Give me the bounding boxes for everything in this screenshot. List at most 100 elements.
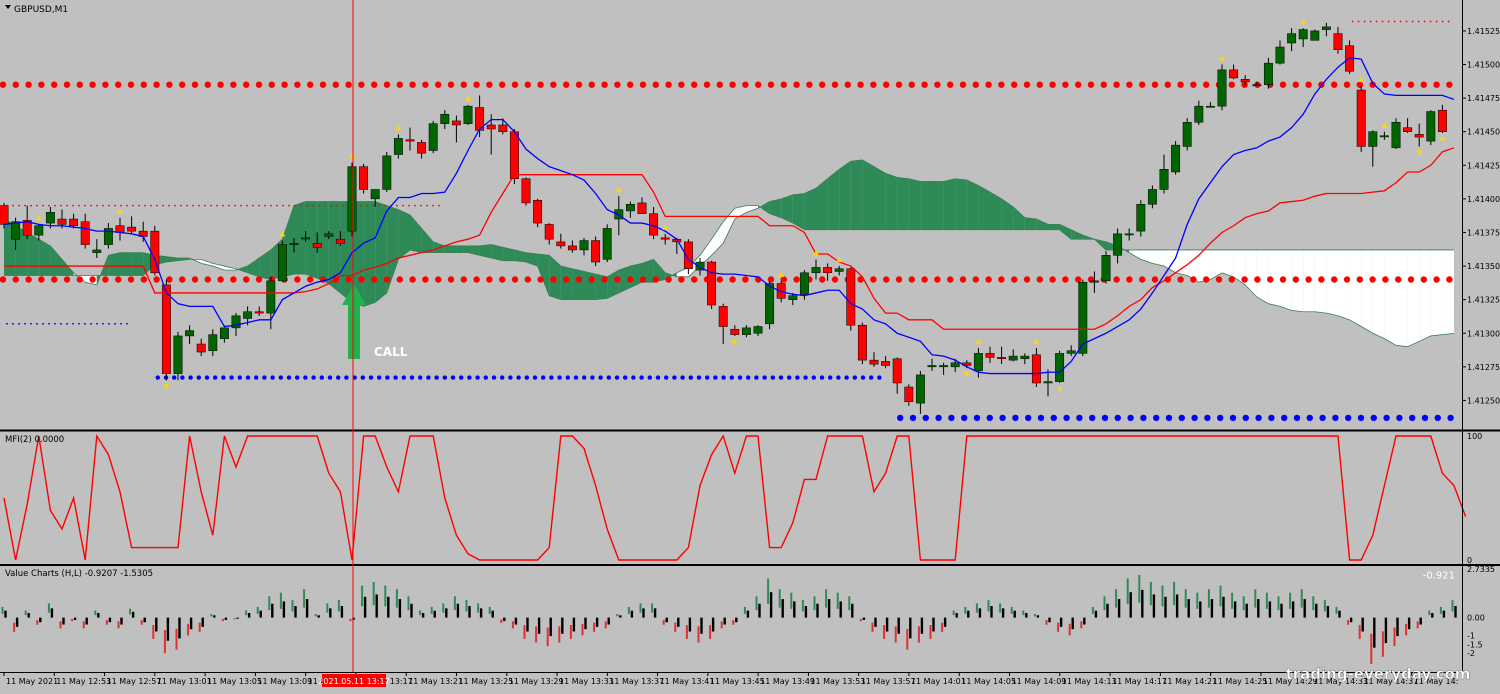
- candle[interactable]: [254, 306, 264, 316]
- candle[interactable]: [811, 259, 821, 280]
- candle[interactable]: [881, 356, 891, 369]
- candle[interactable]: [625, 201, 635, 218]
- candle[interactable]: [1287, 28, 1297, 52]
- candle[interactable]: [34, 224, 44, 241]
- candle[interactable]: [1136, 200, 1146, 237]
- candle[interactable]: [92, 239, 102, 258]
- value-charts-pane[interactable]: -0.921: [1, 570, 1457, 664]
- candle[interactable]: [857, 322, 867, 365]
- candle[interactable]: [266, 276, 276, 330]
- candle[interactable]: [185, 325, 195, 344]
- candle[interactable]: [521, 177, 531, 206]
- candle[interactable]: [1391, 118, 1401, 150]
- candle[interactable]: [417, 139, 427, 159]
- candle[interactable]: [359, 163, 369, 194]
- candle[interactable]: [1113, 228, 1123, 264]
- candle[interactable]: [1171, 141, 1181, 175]
- candle[interactable]: [1066, 345, 1076, 357]
- candle[interactable]: [904, 384, 914, 406]
- candle[interactable]: [335, 231, 345, 246]
- candle[interactable]: [1229, 64, 1239, 80]
- candle[interactable]: [718, 303, 728, 344]
- mfi-pane[interactable]: [3, 433, 1467, 561]
- candle[interactable]: [231, 313, 241, 336]
- candle[interactable]: [428, 120, 438, 154]
- candle[interactable]: [1298, 28, 1308, 48]
- candle[interactable]: [892, 357, 902, 394]
- candle[interactable]: [1321, 22, 1331, 37]
- candle[interactable]: [1403, 118, 1413, 134]
- candle[interactable]: [277, 240, 287, 283]
- candle[interactable]: [451, 115, 461, 143]
- candle[interactable]: [869, 352, 879, 367]
- candle[interactable]: [208, 329, 218, 357]
- candle[interactable]: [440, 110, 450, 129]
- candle[interactable]: [985, 346, 995, 363]
- candle[interactable]: [219, 325, 229, 343]
- candle[interactable]: [347, 162, 357, 237]
- candle[interactable]: [602, 224, 612, 263]
- candle[interactable]: [498, 118, 508, 135]
- candle[interactable]: [1031, 348, 1041, 387]
- candle[interactable]: [1310, 29, 1320, 41]
- candle[interactable]: [707, 260, 717, 310]
- candle[interactable]: [312, 232, 322, 253]
- candle[interactable]: [1008, 349, 1018, 362]
- candle[interactable]: [834, 266, 844, 276]
- candle[interactable]: [1379, 131, 1389, 140]
- candle[interactable]: [660, 233, 670, 245]
- candle[interactable]: [1101, 251, 1111, 284]
- candle[interactable]: [544, 223, 554, 245]
- candle[interactable]: [579, 237, 589, 256]
- candle[interactable]: [161, 279, 171, 381]
- candle[interactable]: [370, 189, 380, 207]
- candle[interactable]: [1252, 81, 1262, 87]
- candle[interactable]: [1089, 271, 1099, 293]
- candle[interactable]: [1275, 40, 1285, 65]
- candle[interactable]: [1147, 185, 1157, 209]
- candle[interactable]: [1194, 100, 1204, 125]
- candle[interactable]: [591, 236, 601, 267]
- candle[interactable]: [486, 114, 496, 155]
- candle[interactable]: [1217, 64, 1227, 111]
- candle[interactable]: [939, 362, 949, 375]
- candle[interactable]: [788, 292, 798, 306]
- candle[interactable]: [405, 127, 415, 151]
- candle[interactable]: [730, 325, 740, 336]
- candle[interactable]: [950, 358, 960, 373]
- candle[interactable]: [1240, 75, 1250, 86]
- candle[interactable]: [997, 346, 1007, 365]
- candle[interactable]: [823, 263, 833, 281]
- candle[interactable]: [846, 267, 856, 331]
- candle[interactable]: [127, 216, 137, 234]
- candle[interactable]: [1124, 228, 1134, 241]
- candle[interactable]: [1333, 26, 1343, 54]
- candle[interactable]: [1368, 130, 1378, 167]
- candle[interactable]: [533, 198, 543, 228]
- candle[interactable]: [324, 231, 334, 240]
- candle[interactable]: [289, 237, 299, 253]
- candle[interactable]: [301, 231, 311, 242]
- candle[interactable]: [556, 233, 566, 249]
- main-price-pane[interactable]: CALL: [0, 19, 1455, 422]
- candle[interactable]: [567, 240, 577, 253]
- candle[interactable]: [393, 134, 403, 159]
- candle[interactable]: [1356, 86, 1366, 152]
- candle[interactable]: [45, 206, 55, 229]
- candle[interactable]: [173, 331, 183, 381]
- candle[interactable]: [1055, 350, 1065, 383]
- candle[interactable]: [69, 213, 79, 229]
- candle[interactable]: [637, 197, 647, 214]
- candle[interactable]: [915, 370, 925, 414]
- candle[interactable]: [765, 280, 775, 330]
- candle[interactable]: [382, 151, 392, 193]
- candle[interactable]: [1159, 154, 1169, 194]
- candle[interactable]: [1020, 353, 1030, 365]
- candle[interactable]: [753, 325, 763, 336]
- candle[interactable]: [463, 104, 473, 125]
- candle[interactable]: [196, 338, 206, 357]
- candle[interactable]: [1426, 110, 1436, 146]
- candle[interactable]: [1263, 57, 1273, 89]
